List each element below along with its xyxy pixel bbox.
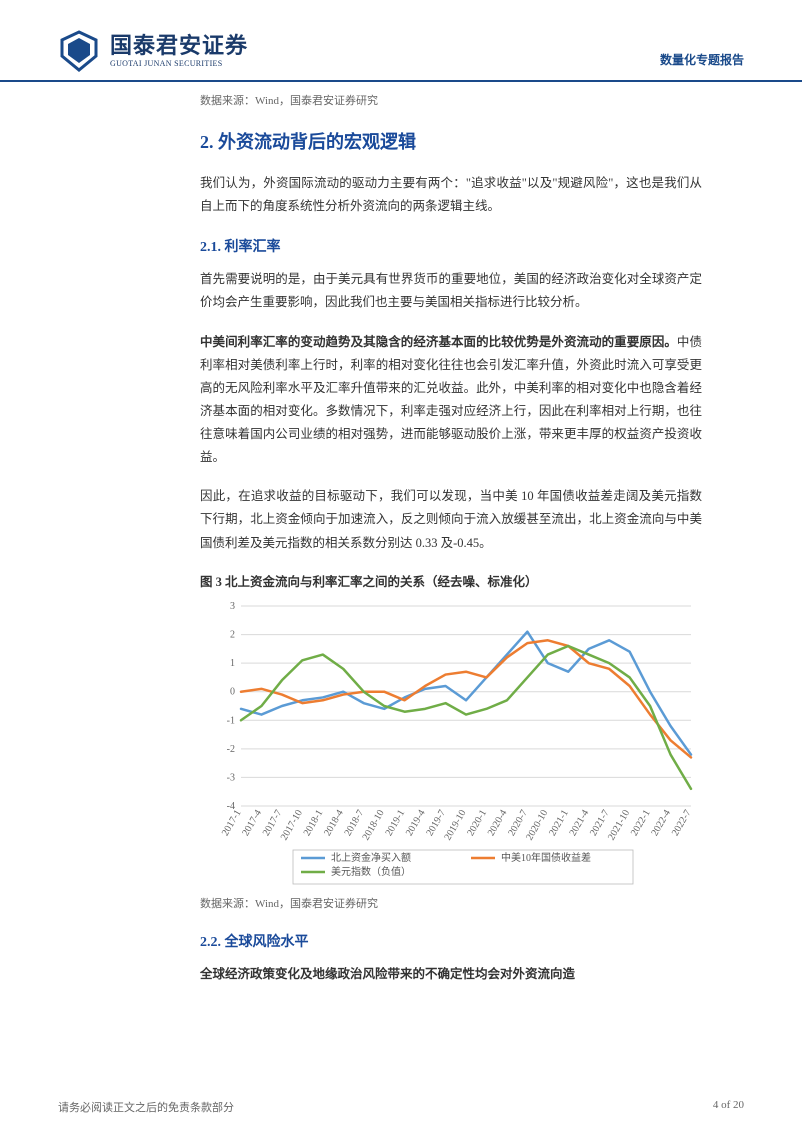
section-21-title: 2.1. 利率汇率 <box>200 236 702 256</box>
svg-text:3: 3 <box>230 601 235 612</box>
para2-rest: 中债利率相对美债利率上行时，利率的相对变化往往也会引发汇率升值，外资此时流入可享… <box>200 335 702 465</box>
section-2-title: 2. 外资流动背后的宏观逻辑 <box>200 128 702 154</box>
data-source-2: 数据来源：Wind，国泰君安证券研究 <box>200 895 702 911</box>
para2-bold: 中美间利率汇率的变动趋势及其隐含的经济基本面的比较优势是外资流动的重要原因。 <box>200 335 677 349</box>
section-21-para3: 因此，在追求收益的目标驱动下，我们可以发现，当中美 10 年国债收益差走阔及美元… <box>200 485 702 554</box>
logo-en: GUOTAI JUNAN SECURITIES <box>110 59 248 68</box>
svg-text:2018-4: 2018-4 <box>322 808 346 838</box>
svg-text:2021-4: 2021-4 <box>568 808 592 838</box>
svg-text:2022-7: 2022-7 <box>670 808 694 838</box>
svg-text:2022-4: 2022-4 <box>649 808 673 838</box>
svg-text:美元指数（负值）: 美元指数（负值） <box>331 865 411 878</box>
figure-3-chart: -4-3-2-101232017-12017-42017-72017-10201… <box>200 596 702 886</box>
svg-text:2020-1: 2020-1 <box>465 808 489 838</box>
svg-text:中美10年国债收益差: 中美10年国债收益差 <box>501 851 591 864</box>
svg-text:2018-1: 2018-1 <box>302 808 326 838</box>
svg-text:2021-1: 2021-1 <box>547 808 571 838</box>
footer-disclaimer: 请务必阅读正文之后的免责条款部分 <box>58 1099 234 1115</box>
company-logo-icon <box>58 30 100 72</box>
section-21-para2: 中美间利率汇率的变动趋势及其隐含的经济基本面的比较优势是外资流动的重要原因。中债… <box>200 331 702 470</box>
section-22-para1: 全球经济政策变化及地缘政治风险带来的不确定性均会对外资流向造 <box>200 963 702 986</box>
logo-block: 国泰君安证券 GUOTAI JUNAN SECURITIES <box>58 30 248 72</box>
svg-text:2019-1: 2019-1 <box>384 808 408 838</box>
svg-text:2022-1: 2022-1 <box>629 808 653 838</box>
data-source: 数据来源：Wind，国泰君安证券研究 <box>200 92 702 108</box>
report-type: 数量化专题报告 <box>660 51 744 72</box>
svg-text:1: 1 <box>230 658 235 669</box>
section-22-title: 2.2. 全球风险水平 <box>200 931 702 951</box>
svg-text:2017-4: 2017-4 <box>240 808 264 838</box>
svg-text:-1: -1 <box>227 715 235 726</box>
footer-page-number: 4 of 20 <box>713 1099 744 1115</box>
svg-text:0: 0 <box>230 686 235 697</box>
svg-text:2: 2 <box>230 629 235 640</box>
svg-text:2020-4: 2020-4 <box>486 808 510 838</box>
para22-bold: 全球经济政策变化及地缘政治风险带来的不确定性均会对外资流向造 <box>200 967 575 981</box>
main-content: 数据来源：Wind，国泰君安证券研究 2. 外资流动背后的宏观逻辑 我们认为，外… <box>0 82 802 986</box>
figure-3-title: 图 3 北上资金流向与利率汇率之间的关系（经去噪、标准化） <box>200 571 702 590</box>
section-2-para1: 我们认为，外资国际流动的驱动力主要有两个："追求收益"以及"规避风险"，这也是我… <box>200 172 702 218</box>
page-header: 国泰君安证券 GUOTAI JUNAN SECURITIES 数量化专题报告 <box>0 0 802 82</box>
svg-text:-2: -2 <box>227 743 235 754</box>
logo-cn: 国泰君安证券 <box>110 34 248 58</box>
logo-text: 国泰君安证券 GUOTAI JUNAN SECURITIES <box>110 34 248 67</box>
svg-text:2017-1: 2017-1 <box>220 808 244 838</box>
svg-text:北上资金净买入额: 北上资金净买入额 <box>331 851 411 864</box>
section-21-para1: 首先需要说明的是，由于美元具有世界货币的重要地位，美国的经济政治变化对全球资产定… <box>200 268 702 314</box>
svg-text:2019-4: 2019-4 <box>404 808 428 838</box>
svg-text:-3: -3 <box>227 772 235 783</box>
page-footer: 请务必阅读正文之后的免责条款部分 4 of 20 <box>0 1099 802 1115</box>
